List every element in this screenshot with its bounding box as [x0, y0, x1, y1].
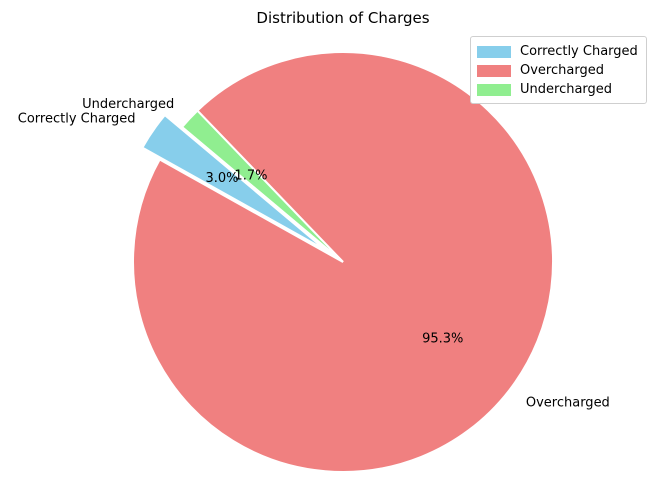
legend-item-overcharged: Overcharged: [477, 61, 640, 80]
legend-swatch-undercharged: [477, 83, 511, 96]
slice-pct-undercharged: 1.7%: [234, 168, 267, 183]
pie-slice-correctly-charged: [141, 113, 327, 251]
legend: Correctly Charged Overcharged Undercharg…: [470, 36, 647, 104]
legend-label: Overcharged: [520, 63, 604, 78]
legend-swatch-correctly-charged: [477, 45, 511, 58]
legend-label: Correctly Charged: [520, 44, 638, 59]
pie-slices: [132, 51, 554, 473]
slice-pct-overcharged: 95.3%: [422, 331, 463, 346]
legend-item-correctly-charged: Correctly Charged: [477, 42, 640, 61]
pie-labels: Correctly Charged 3.0% Overcharged 95.3% Und…: [18, 97, 610, 411]
slice-label-correctly-charged: Correctly Charged: [18, 111, 136, 126]
legend-label: Undercharged: [520, 82, 613, 97]
slice-label-undercharged: Undercharged: [82, 97, 174, 112]
slice-label-overcharged: Overcharged: [526, 396, 610, 411]
legend-swatch-overcharged: [477, 64, 511, 77]
legend-item-undercharged: Undercharged: [477, 80, 640, 99]
chart-title: Distribution of Charges: [256, 9, 429, 27]
slice-pct-correctly-charged: 3.0%: [205, 171, 238, 186]
pie-slice-undercharged: [180, 109, 344, 263]
